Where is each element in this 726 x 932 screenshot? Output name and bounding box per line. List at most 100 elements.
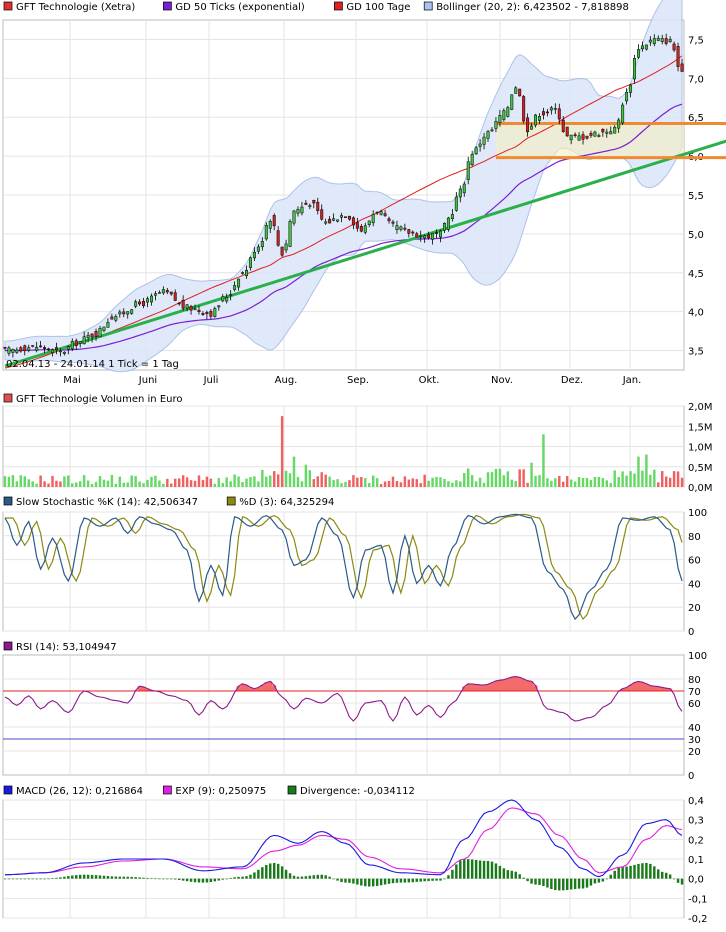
macd-divergence-bar-98 xyxy=(391,878,395,884)
macd-divergence-bar-158 xyxy=(629,865,632,879)
macd-divergence-bar-46 xyxy=(185,878,189,882)
price-legend-label-1: GD 50 Ticks (exponential) xyxy=(175,2,304,13)
volume-bar-145 xyxy=(577,477,581,487)
macd-divergence-bar-152 xyxy=(605,878,609,880)
candle-body-63 xyxy=(252,251,256,259)
stoch-legend-label-1: %D (3): 64,325294 xyxy=(239,497,334,508)
volume-bar-65 xyxy=(261,469,264,487)
candle-body-61 xyxy=(245,269,248,277)
macd-divergence-bar-160 xyxy=(637,863,640,879)
macd-divergence-bar-86 xyxy=(344,878,347,883)
macd-divergence-bar-128 xyxy=(510,870,513,879)
candle-body-24 xyxy=(98,328,102,338)
macd-divergence-bar-43 xyxy=(174,878,177,880)
macd-divergence-bar-37 xyxy=(150,878,153,879)
macd-legend-swatch-0 xyxy=(3,785,13,795)
candle-body-49 xyxy=(197,309,201,313)
volume-bar-58 xyxy=(233,474,236,487)
volume-bar-154 xyxy=(613,470,616,487)
volume-bar-7 xyxy=(31,481,34,487)
macd-divergence-bar-40 xyxy=(162,878,165,880)
macd-divergence-bar-11 xyxy=(47,878,50,880)
macd-divergence-bar-126 xyxy=(502,868,506,879)
candle-body-124 xyxy=(494,121,498,129)
volume-bar-55 xyxy=(221,482,224,487)
volume-bar-9 xyxy=(39,475,42,487)
price-ytick-0: 3,5 xyxy=(688,347,704,358)
candle-body-132 xyxy=(526,117,530,133)
volume-bar-132 xyxy=(526,482,529,487)
macd-divergence-bar-132 xyxy=(526,878,529,882)
volume-bar-129 xyxy=(514,480,517,487)
macd-exp-line xyxy=(5,807,683,876)
candle-body-36 xyxy=(146,298,149,303)
candle-body-148 xyxy=(589,133,593,136)
candle-body-170 xyxy=(676,46,680,67)
macd-divergence-bar-116 xyxy=(463,859,466,879)
macd-divergence-bar-137 xyxy=(546,878,549,888)
volume-bar-93 xyxy=(371,475,375,487)
candle-body-47 xyxy=(189,306,193,311)
candle-body-70 xyxy=(280,246,284,256)
macd-divergence-bar-112 xyxy=(447,875,450,879)
volume-bar-56 xyxy=(225,477,228,487)
candle-body-112 xyxy=(446,217,450,230)
volume-bar-53 xyxy=(213,483,217,487)
candle-body-103 xyxy=(411,231,415,234)
candle-body-13 xyxy=(54,347,58,351)
candle-body-114 xyxy=(454,196,458,211)
macd-divergence-bar-163 xyxy=(649,863,652,879)
macd-divergence-bar-41 xyxy=(166,878,169,880)
volume-bar-152 xyxy=(605,480,609,487)
candle-body-146 xyxy=(581,134,585,140)
volume-bar-118 xyxy=(470,475,474,487)
volume-bar-122 xyxy=(486,472,490,487)
volume-bar-36 xyxy=(146,479,149,487)
candle-body-67 xyxy=(268,220,272,229)
macd-divergence-bar-26 xyxy=(106,876,110,879)
macd-divergence-bar-154 xyxy=(613,870,616,879)
volume-bar-66 xyxy=(265,476,268,487)
candle-body-118 xyxy=(470,153,474,166)
volume-bar-88 xyxy=(352,475,355,487)
macd-divergence-bar-140 xyxy=(558,878,561,891)
macd-divergence-bar-97 xyxy=(387,878,391,884)
macd-divergence-bar-34 xyxy=(138,877,141,879)
macd-divergence-bar-66 xyxy=(265,864,268,879)
macd-divergence-bar-1 xyxy=(7,878,11,880)
candle-body-1 xyxy=(7,347,11,354)
candle-body-164 xyxy=(652,38,656,45)
macd-divergence-bar-52 xyxy=(209,878,213,883)
macd-divergence-bar-72 xyxy=(288,873,292,879)
candle-body-18 xyxy=(74,340,78,346)
volume-bar-160 xyxy=(637,456,640,487)
candle-body-19 xyxy=(78,341,82,344)
macd-divergence-bar-84 xyxy=(336,878,339,881)
candle-body-65 xyxy=(260,241,264,248)
macd-divergence-bar-49 xyxy=(197,878,201,883)
rsi-ytick-4: 60 xyxy=(688,699,701,710)
price-legend-swatch-1 xyxy=(163,1,172,11)
volume-bar-83 xyxy=(332,480,335,487)
candle-body-104 xyxy=(415,233,419,238)
macd-divergence-bar-156 xyxy=(621,866,624,879)
stoch-ytick-5: 100 xyxy=(688,508,707,519)
candle-body-50 xyxy=(201,313,205,316)
candle-body-113 xyxy=(450,214,454,220)
volume-bar-30 xyxy=(122,482,125,487)
macd-divergence-bar-17 xyxy=(71,875,74,879)
macd-divergence-bar-21 xyxy=(86,874,90,879)
macd-divergence-bar-130 xyxy=(518,874,521,879)
volume-bar-125 xyxy=(498,468,502,487)
candle-body-151 xyxy=(601,129,605,133)
volume-bar-34 xyxy=(138,481,141,487)
macd-divergence-bar-113 xyxy=(451,869,454,879)
gd100-line xyxy=(4,55,683,369)
volume-bar-4 xyxy=(19,475,23,487)
candle-body-99 xyxy=(395,225,399,230)
candle-body-12 xyxy=(51,349,54,353)
macd-divergence-bar-125 xyxy=(498,865,502,879)
macd-divergence-bar-64 xyxy=(257,869,260,879)
macd-divergence-bar-63 xyxy=(253,872,256,879)
